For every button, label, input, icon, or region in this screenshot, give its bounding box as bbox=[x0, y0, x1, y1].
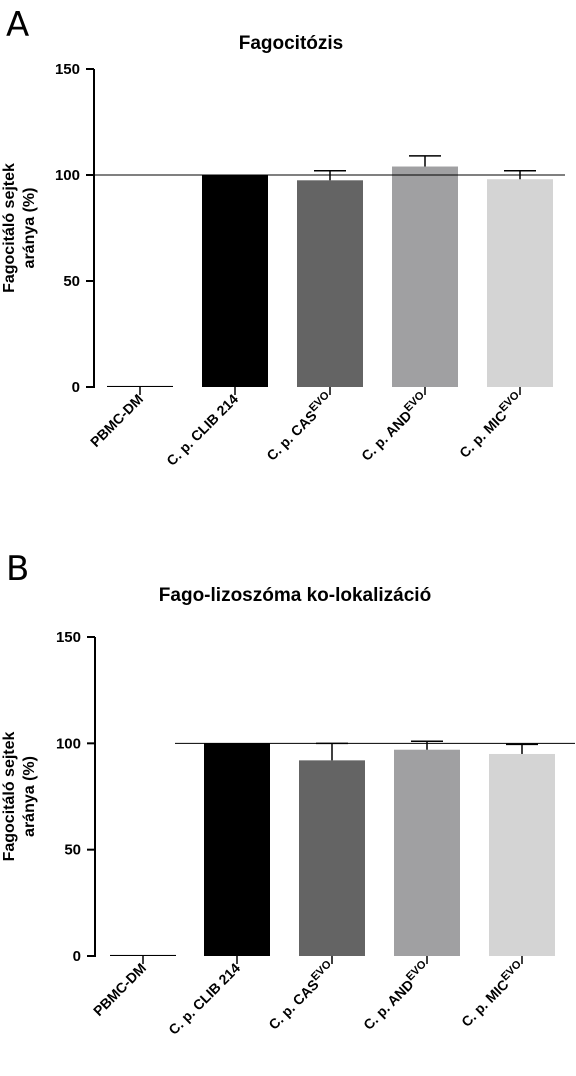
chart-title: Fago-lizoszóma ko-lokalizáció bbox=[159, 585, 431, 606]
category-superscript: EVO bbox=[499, 958, 524, 983]
y-axis-label: aránya (%) bbox=[21, 756, 38, 837]
bar bbox=[489, 753, 555, 956]
y-axis-label: Fagocitáló sejtek bbox=[1, 163, 18, 293]
y-tick-label: 100 bbox=[55, 167, 80, 184]
bar bbox=[299, 760, 365, 956]
x-category-label: C. p. CLIB 214 bbox=[163, 391, 241, 469]
category-superscript: EVO bbox=[497, 389, 522, 414]
y-tick-label: 50 bbox=[64, 842, 81, 859]
y-tick-label: 0 bbox=[73, 948, 81, 965]
y-tick-label: 50 bbox=[63, 273, 80, 290]
x-category-label: C. p. ANDEVO bbox=[357, 389, 432, 464]
category-superscript: EVO bbox=[309, 958, 334, 983]
category-name: PBMC-DM bbox=[87, 391, 146, 450]
y-tick-label: 150 bbox=[56, 629, 81, 646]
y-axis-label: Fagocitáló sejtek bbox=[1, 731, 18, 861]
category-name: C. p. MIC bbox=[458, 976, 512, 1030]
category-name: C. p. CLIB 214 bbox=[163, 391, 241, 469]
y-tick-label: 150 bbox=[55, 61, 80, 78]
x-category-label: PBMC-DM bbox=[87, 391, 146, 450]
y-tick-label: 100 bbox=[56, 735, 81, 752]
bar bbox=[110, 954, 176, 956]
panel-letter: B bbox=[6, 549, 29, 589]
bar bbox=[107, 385, 173, 387]
x-category-label: C. p. CASEVO bbox=[264, 958, 339, 1033]
category-name: C. p. AND bbox=[358, 407, 415, 464]
panel-b: B Fago-lizoszóma ko-lokalizáció Fagocitáló… bbox=[1, 549, 575, 1038]
x-category-label: C. p. CLIB 214 bbox=[165, 960, 243, 1038]
y-axis-label: aránya (%) bbox=[21, 188, 38, 269]
x-category-label: C. p. CASEVO bbox=[262, 389, 337, 464]
bar bbox=[297, 180, 363, 387]
bar bbox=[204, 743, 270, 956]
category-name: PBMC-DM bbox=[90, 960, 149, 1019]
bar bbox=[394, 749, 460, 956]
category-superscript: EVO bbox=[404, 958, 429, 983]
category-name: C. p. CAS bbox=[265, 976, 321, 1032]
x-category-label: PBMC-DM bbox=[90, 960, 149, 1019]
x-category-label: C. p. MICEVO bbox=[455, 389, 527, 461]
x-category-label: C. p. MICEVO bbox=[457, 958, 529, 1030]
bar bbox=[202, 175, 268, 387]
bar bbox=[487, 179, 553, 387]
category-name: C. p. AND bbox=[360, 976, 417, 1033]
chart-title: Fagocitózis bbox=[239, 33, 344, 54]
category-name: C. p. MIC bbox=[456, 407, 510, 461]
category-name: C. p. CAS bbox=[263, 407, 319, 463]
category-superscript: EVO bbox=[402, 389, 427, 414]
category-name: C. p. CLIB 214 bbox=[165, 960, 243, 1038]
category-superscript: EVO bbox=[307, 389, 332, 414]
bar bbox=[392, 166, 458, 387]
x-category-label: C. p. ANDEVO bbox=[359, 958, 434, 1033]
y-tick-label: 0 bbox=[72, 379, 80, 396]
panel-a: A Fagocitózis Fagocitáló sejtek aránya (%) 0… bbox=[1, 5, 565, 469]
panel-letter: A bbox=[6, 5, 29, 45]
